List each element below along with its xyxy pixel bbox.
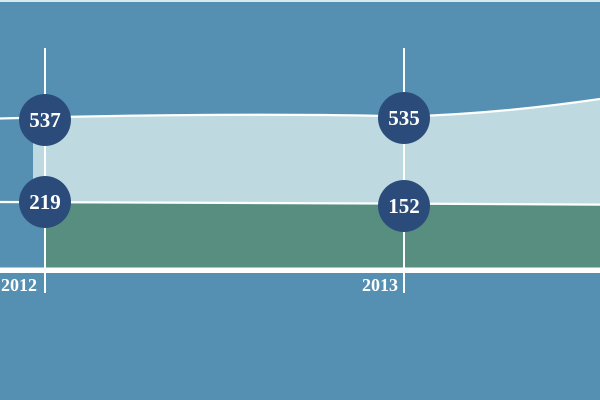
data-point-marker-lower-2013[interactable]: 152 <box>378 180 430 232</box>
x-axis-label-2012: 2012 <box>1 275 37 295</box>
data-point-marker-upper-2012[interactable]: 537 <box>19 94 71 146</box>
marker-value-label: 537 <box>29 108 61 132</box>
data-point-marker-upper-2013[interactable]: 535 <box>378 92 430 144</box>
marker-circle[interactable] <box>378 92 430 144</box>
data-point-marker-lower-2012[interactable]: 219 <box>19 176 71 228</box>
marker-value-label: 535 <box>388 106 420 130</box>
marker-value-label: 152 <box>388 194 420 218</box>
area-fill-lower <box>44 202 600 270</box>
marker-circle[interactable] <box>378 180 430 232</box>
area-fill-upper <box>33 99 600 205</box>
marker-value-label: 219 <box>29 190 61 214</box>
series-line-upper <box>0 97 600 120</box>
x-axis-label-2013: 2013 <box>362 275 398 295</box>
marker-circle[interactable] <box>19 94 71 146</box>
top-border <box>0 0 600 2</box>
marker-circle[interactable] <box>19 176 71 228</box>
x-axis-line <box>0 267 600 273</box>
